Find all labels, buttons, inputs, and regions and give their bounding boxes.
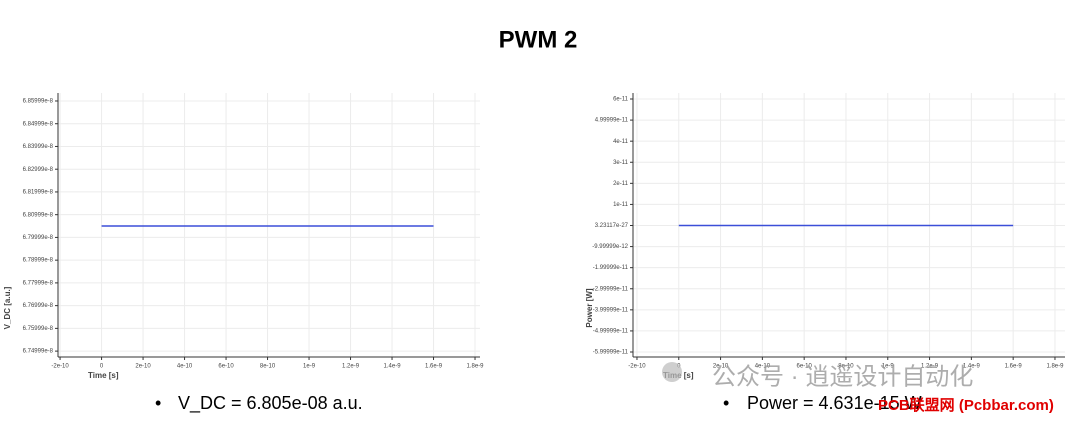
y-tick-label: 6.85999e-8 [23,99,54,105]
watermark-icon [662,362,682,382]
x-tick-label: 1.2e-9 [342,364,360,370]
x-tick-label: -2e-10 [628,364,646,370]
y-tick-label: 6.82999e-8 [23,167,54,173]
bullet-text: Power = 4.631e-15 W [747,393,922,413]
x-tick-label: -2e-10 [51,364,69,370]
y-axis-label: Power [W] [585,288,594,327]
x-tick-label: 1.6e-9 [425,364,443,370]
x-tick-label: 1.4e-9 [963,364,981,370]
x-tick-label: 6e-10 [796,364,812,370]
y-tick-label: 6e-11 [613,97,629,103]
y-tick-label: -1.99999e-11 [593,265,629,271]
y-tick-label: -4.99999e-11 [593,328,629,334]
y-tick-label: 6.76999e-8 [23,303,54,309]
x-tick-label: 0 [100,364,104,370]
y-tick-label: 6.83999e-8 [23,144,54,150]
y-tick-label: 6.78999e-8 [23,258,54,264]
y-tick-label: 1e-11 [613,202,629,208]
x-tick-label: 1.4e-9 [384,364,402,370]
x-tick-label: 6e-10 [218,364,234,370]
x-tick-label: 1.8e-9 [467,364,485,370]
x-tick-label: 1.6e-9 [1005,364,1023,370]
y-tick-label: -5.99999e-11 [593,350,629,356]
bullet-text: V_DC = 6.805e-08 a.u. [178,393,363,414]
watermark: PCB联盟网 (Pcbbar.com) [878,397,1054,414]
y-tick-label: 4e-11 [613,139,629,145]
y-tick-label: 6.81999e-8 [23,190,54,196]
x-tick-label: 8e-10 [260,364,276,370]
y-tick-label: -3.99999e-11 [593,307,629,313]
x-axis-label: Time [s] [88,371,119,380]
y-tick-label: 6.79999e-8 [23,235,54,241]
slide-title: PWM 2 [499,26,578,53]
x-tick-label: 4e-10 [177,364,193,370]
y-tick-label: -2.99999e-11 [593,286,629,292]
x-tick-label: 1.2e-9 [921,364,939,370]
y-tick-label: 6.74999e-8 [23,349,54,355]
y-axis-label: V_DC [a.u.] [3,286,12,329]
x-tick-label: 1.8e-9 [1046,364,1064,370]
x-tick-label: 1e-9 [882,364,895,370]
y-tick-label: 6.80999e-8 [23,212,54,218]
y-tick-label: 3e-11 [613,160,629,166]
bullet-dot: • [155,393,161,413]
x-tick-label: 2e-10 [713,364,729,370]
y-tick-label: 6.84999e-8 [23,121,54,127]
y-tick-label: 3.23117e-27 [595,223,629,229]
watermark: 公众号 · 逍遥设计自动化 [712,363,973,390]
x-tick-label: 2e-10 [135,364,151,370]
bullet-dot: • [723,393,729,413]
x-tick-label: 8e-10 [838,364,854,370]
x-tick-label: 1e-9 [303,364,316,370]
y-tick-label: -9.99999e-12 [592,244,628,250]
y-tick-label: 2e-11 [613,181,629,187]
x-tick-label: 4e-10 [755,364,771,370]
y-tick-label: 6.75999e-8 [23,326,54,332]
y-tick-label: 4.99999e-11 [595,118,629,124]
y-tick-label: 6.77999e-8 [23,280,54,286]
